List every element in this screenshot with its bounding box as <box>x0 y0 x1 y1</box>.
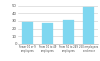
Bar <box>83 7 94 44</box>
Bar <box>63 20 74 44</box>
Bar <box>42 23 53 44</box>
Bar <box>22 23 33 44</box>
